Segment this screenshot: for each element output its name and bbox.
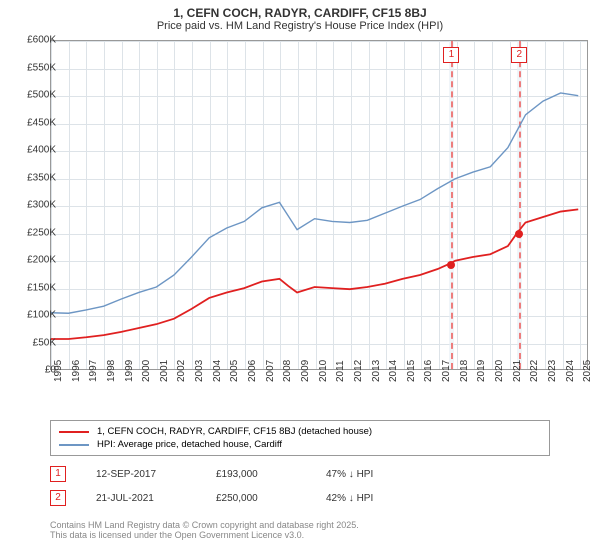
legend-swatch (59, 431, 89, 433)
events-table: 1 12-SEP-2017 £193,000 47% ↓ HPI 2 21-JUL-202… (50, 462, 406, 510)
x-axis-label: 2011 (335, 360, 346, 382)
x-axis-label: 2023 (547, 360, 558, 382)
legend-label: 1, CEFN COCH, RADYR, CARDIFF, CF15 8BJ (… (97, 426, 372, 437)
event-badge: 2 (50, 490, 66, 506)
x-axis-label: 2013 (371, 360, 382, 382)
x-axis-label: 2008 (282, 360, 293, 382)
series-hpi (51, 93, 578, 313)
event-row: 2 21-JUL-2021 £250,000 42% ↓ HPI (50, 486, 406, 510)
y-axis-label: £150K (8, 282, 56, 293)
x-axis-label: 2014 (388, 360, 399, 382)
x-axis-label: 1996 (71, 360, 82, 382)
y-axis-label: £450K (8, 117, 56, 128)
event-hpi-delta: 42% ↓ HPI (326, 493, 406, 504)
series-property (51, 209, 578, 339)
x-axis-label: 2001 (159, 360, 170, 382)
y-axis-label: £100K (8, 310, 56, 321)
footer-line: Contains HM Land Registry data © Crown c… (50, 520, 359, 530)
y-axis-label: £400K (8, 145, 56, 156)
x-axis-label: 2021 (512, 360, 523, 382)
y-axis-label: £200K (8, 255, 56, 266)
x-axis-label: 2007 (265, 360, 276, 382)
legend-box: 1, CEFN COCH, RADYR, CARDIFF, CF15 8BJ (… (50, 420, 550, 456)
chart-title: 1, CEFN COCH, RADYR, CARDIFF, CF15 8BJ (0, 0, 600, 20)
x-axis-label: 2018 (459, 360, 470, 382)
x-axis-label: 1997 (88, 360, 99, 382)
x-axis-label: 2006 (247, 360, 258, 382)
y-axis-label: £600K (8, 35, 56, 46)
legend-swatch (59, 444, 89, 446)
footer-attribution: Contains HM Land Registry data © Crown c… (50, 520, 359, 540)
chart-plot-area: 12 (50, 40, 588, 370)
y-axis-label: £350K (8, 172, 56, 183)
x-axis-label: 2009 (300, 360, 311, 382)
x-axis-label: 2005 (229, 360, 240, 382)
x-axis-label: 2015 (406, 360, 417, 382)
x-axis-label: 2020 (494, 360, 505, 382)
event-date: 21-JUL-2021 (96, 493, 186, 504)
legend-item: HPI: Average price, detached house, Card… (59, 438, 541, 451)
legend-item: 1, CEFN COCH, RADYR, CARDIFF, CF15 8BJ (… (59, 425, 541, 438)
y-axis-label: £250K (8, 227, 56, 238)
x-axis-label: 1998 (106, 360, 117, 382)
x-axis-label: 2022 (529, 360, 540, 382)
event-date: 12-SEP-2017 (96, 469, 186, 480)
x-axis-label: 2003 (194, 360, 205, 382)
x-axis-label: 2000 (141, 360, 152, 382)
chart-subtitle: Price paid vs. HM Land Registry's House … (0, 20, 600, 36)
x-axis-label: 2025 (582, 360, 593, 382)
y-axis-label: £300K (8, 200, 56, 211)
x-axis-label: 2004 (212, 360, 223, 382)
x-axis-label: 2002 (176, 360, 187, 382)
y-axis-label: £500K (8, 90, 56, 101)
x-axis-label: 1999 (124, 360, 135, 382)
x-axis-label: 2016 (423, 360, 434, 382)
event-row: 1 12-SEP-2017 £193,000 47% ↓ HPI (50, 462, 406, 486)
footer-line: This data is licensed under the Open Gov… (50, 530, 359, 540)
x-axis-label: 1995 (53, 360, 64, 382)
x-axis-label: 2017 (441, 360, 452, 382)
event-price: £250,000 (216, 493, 296, 504)
y-axis-label: £550K (8, 62, 56, 73)
event-hpi-delta: 47% ↓ HPI (326, 469, 406, 480)
x-axis-label: 2012 (353, 360, 364, 382)
x-axis-label: 2010 (318, 360, 329, 382)
x-axis-label: 2024 (565, 360, 576, 382)
event-badge: 1 (50, 466, 66, 482)
y-axis-label: £0 (8, 365, 56, 376)
x-axis-label: 2019 (476, 360, 487, 382)
legend-label: HPI: Average price, detached house, Card… (97, 439, 282, 450)
y-axis-label: £50K (8, 337, 56, 348)
event-price: £193,000 (216, 469, 296, 480)
